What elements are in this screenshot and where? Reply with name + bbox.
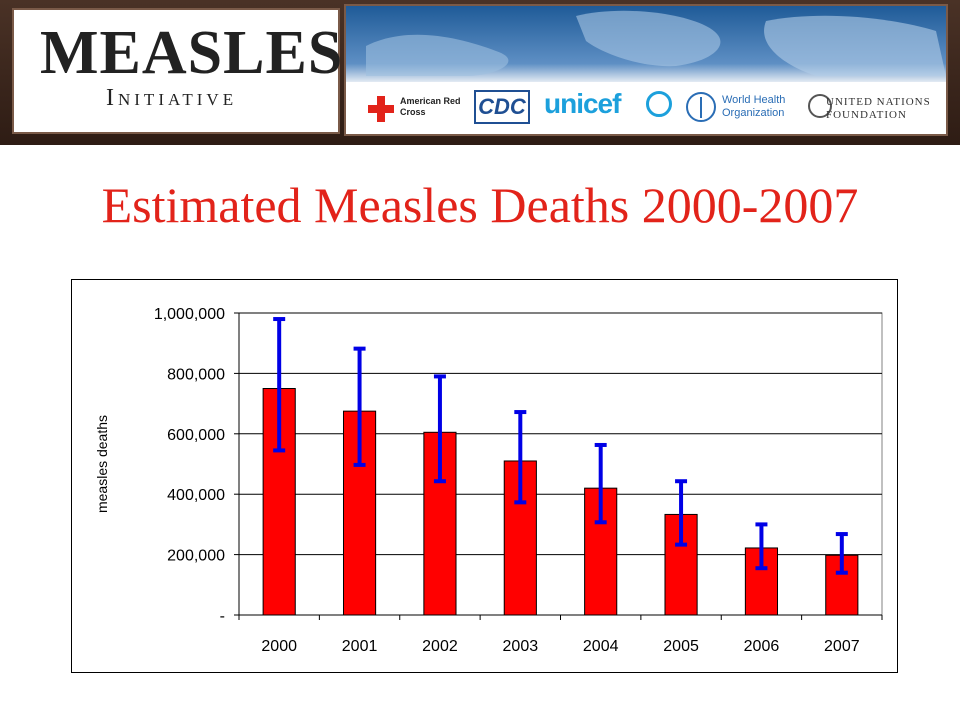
header-banner: MEASLES Initiative American Red Cross CD… <box>0 0 960 145</box>
red-cross-logo: American Red Cross <box>368 90 464 126</box>
who-emblem-icon <box>686 92 716 122</box>
y-tick-label: 200,000 <box>167 548 225 565</box>
y-axis-title: measles deaths <box>94 415 110 513</box>
x-tick-label-2003: 2003 <box>503 638 539 655</box>
who-label: World Health Organization <box>722 94 786 119</box>
red-cross-icon <box>368 96 394 122</box>
plot-area <box>238 312 883 616</box>
x-tick-label-2001: 2001 <box>342 638 378 655</box>
unicef-label: unicef <box>544 88 621 119</box>
chart-frame: - 200,000 400,000 600,000 800,000 1,000,000 20… <box>71 279 898 673</box>
who-logo: World Health Organization <box>686 90 806 126</box>
y-tick-label: 1,000,000 <box>154 306 225 323</box>
slide-title: Estimated Measles Deaths 2000-2007 <box>101 177 859 233</box>
laurel-globe-icon <box>808 94 832 118</box>
x-tick-label-2004: 2004 <box>583 638 619 655</box>
y-tick-label: 400,000 <box>167 487 225 504</box>
partner-logos: American Red Cross CDC unicef World Heal… <box>346 82 946 134</box>
y-tick-label: 600,000 <box>167 427 225 444</box>
measles-initiative-logo: MEASLES Initiative <box>12 8 344 134</box>
unicef-logo: unicef <box>544 88 672 124</box>
globe-icon <box>646 91 672 117</box>
measles-deaths-chart: - 200,000 400,000 600,000 800,000 1,000,000 20… <box>94 306 883 655</box>
cdc-label: CDC <box>478 94 526 119</box>
un-foundation-logo: UNITED NATIONS FOUNDATION <box>808 92 938 124</box>
un-foundation-label: UNITED NATIONS FOUNDATION <box>826 96 931 121</box>
red-cross-label: American Red Cross <box>400 96 461 117</box>
x-tick-label-2006: 2006 <box>744 638 780 655</box>
y-tick-label: 800,000 <box>167 366 225 383</box>
logo-title: MEASLES <box>40 19 344 87</box>
logo-subtitle: Initiative <box>106 85 238 111</box>
x-tick-label-2002: 2002 <box>422 638 458 655</box>
cdc-logo: CDC <box>474 90 530 124</box>
x-tick-label-2005: 2005 <box>663 638 699 655</box>
x-tick-label-2000: 2000 <box>261 638 297 655</box>
world-map-graphic <box>366 10 946 76</box>
partners-panel: American Red Cross CDC unicef World Heal… <box>344 4 948 136</box>
x-tick-label-2007: 2007 <box>824 638 860 655</box>
y-tick-label: - <box>220 608 225 625</box>
